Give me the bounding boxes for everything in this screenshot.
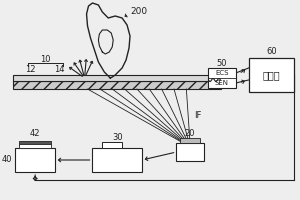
Bar <box>19 141 51 145</box>
Bar <box>14 75 221 81</box>
Bar <box>249 58 294 92</box>
Bar <box>208 68 236 88</box>
Bar <box>102 142 122 148</box>
Bar <box>176 143 204 161</box>
Text: 12: 12 <box>25 64 35 73</box>
Text: 40: 40 <box>2 156 12 164</box>
Text: 30: 30 <box>112 132 122 142</box>
Bar <box>180 138 200 143</box>
Text: IF: IF <box>194 110 202 119</box>
Text: 42: 42 <box>30 130 40 138</box>
Text: 控制器: 控制器 <box>262 70 280 80</box>
Text: SEN: SEN <box>215 80 229 86</box>
Text: 10: 10 <box>40 54 50 64</box>
Bar <box>14 81 221 89</box>
Bar <box>19 144 51 148</box>
Text: ECS: ECS <box>215 70 229 76</box>
Text: 14: 14 <box>54 64 64 73</box>
Bar <box>15 148 55 172</box>
Text: 60: 60 <box>266 47 277 56</box>
Text: 20: 20 <box>184 130 195 138</box>
Bar <box>92 148 142 172</box>
Text: 50: 50 <box>217 58 227 68</box>
Text: 200: 200 <box>130 7 147 17</box>
